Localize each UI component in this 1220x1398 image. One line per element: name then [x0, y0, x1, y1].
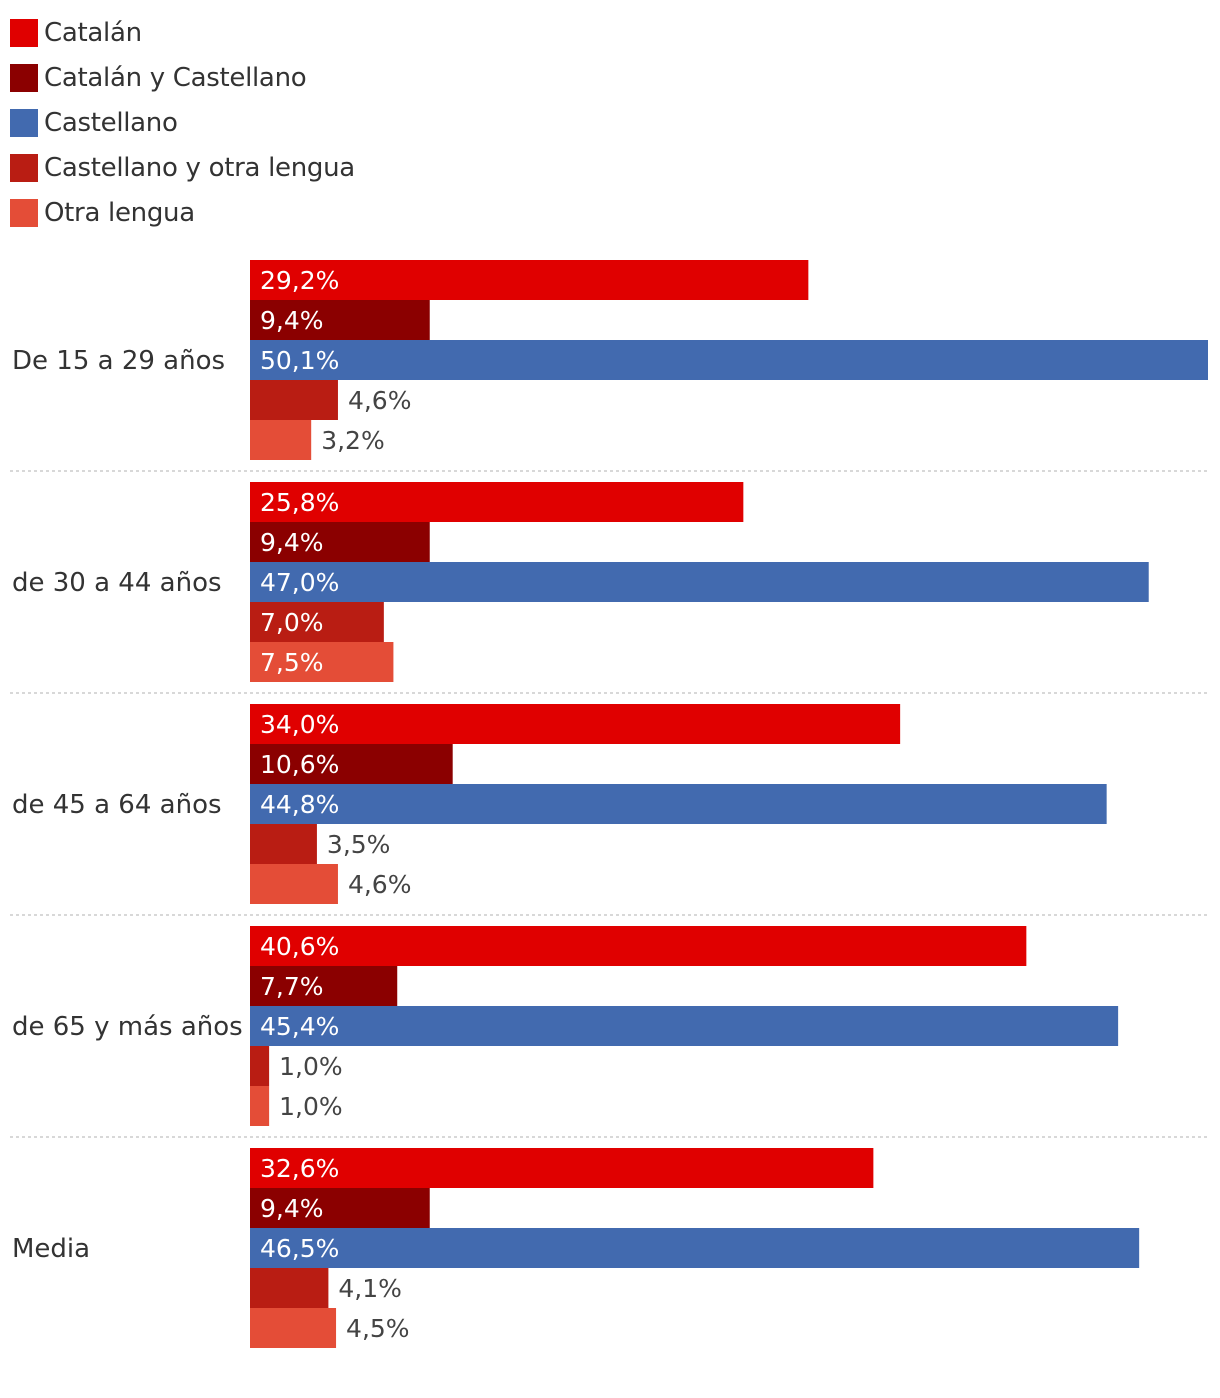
data-label: 7,5%	[260, 648, 324, 677]
bar-castellano-y-otra-lengua	[250, 1046, 270, 1086]
bar-otra-lengua	[250, 642, 394, 682]
data-label: 7,0%	[260, 608, 324, 637]
bar-catalan	[250, 926, 1027, 966]
bar-castellano	[250, 784, 1107, 824]
bar-castellano	[250, 1228, 1140, 1268]
legend-swatch	[10, 18, 38, 47]
bar-catalan-y-castellano	[250, 522, 430, 562]
legend-swatch	[10, 153, 38, 182]
legend: Catalán Catalán y Castellano Castellano Cas…	[10, 10, 355, 235]
data-label: 25,8%	[260, 488, 339, 517]
data-label: 7,7%	[260, 972, 324, 1001]
legend-item-castellano: Castellano	[10, 100, 355, 145]
bar-castellano-y-otra-lengua	[250, 1268, 329, 1308]
data-label: 45,4%	[260, 1012, 339, 1041]
bar-catalan-y-castellano	[250, 300, 430, 340]
bar-catalan-y-castellano	[250, 744, 453, 784]
data-label: 40,6%	[260, 932, 339, 961]
bar-castellano	[250, 562, 1149, 602]
bar-catalan	[250, 482, 744, 522]
data-label: 34,0%	[260, 710, 339, 739]
data-label: 9,4%	[260, 306, 324, 335]
bar-otra-lengua	[250, 1086, 270, 1126]
data-label: 4,6%	[348, 386, 412, 415]
data-label: 1,0%	[279, 1092, 343, 1121]
legend-swatch	[10, 108, 38, 137]
data-label: 4,1%	[338, 1274, 402, 1303]
legend-item-catalan-y-castellano: Catalán y Castellano	[10, 55, 355, 100]
legend-item-otra-lengua: Otra lengua	[10, 190, 355, 235]
bar-otra-lengua	[250, 420, 312, 460]
data-label: 46,5%	[260, 1234, 339, 1263]
bar-catalan-y-castellano	[250, 966, 398, 1006]
legend-label: Catalán y Castellano	[44, 62, 307, 93]
category-label: de 65 y más años	[12, 1012, 243, 1042]
bar-group-de-15-a-29-anos: De 15 a 29 años 29,2% 9,4% 50,1% 4,6% 3,2%	[10, 260, 1208, 472]
bar-otra-lengua	[250, 1308, 337, 1348]
data-label: 3,5%	[327, 830, 391, 859]
data-label: 9,4%	[260, 528, 324, 557]
legend-label: Otra lengua	[44, 197, 195, 228]
data-label: 44,8%	[260, 790, 339, 819]
category-label: de 45 a 64 años	[12, 790, 222, 820]
data-label: 32,6%	[260, 1154, 339, 1183]
bar-castellano	[250, 1006, 1119, 1046]
legend-item-castellano-y-otra-lengua: Castellano y otra lengua	[10, 145, 355, 190]
legend-item-catalan: Catalán	[10, 10, 355, 55]
data-label: 4,5%	[346, 1314, 410, 1343]
data-label: 10,6%	[260, 750, 339, 779]
bar-group-de-45-a-64-anos: de 45 a 64 años 34,0% 10,6% 44,8% 3,5% 4,6%	[10, 704, 1208, 916]
bar-catalan	[250, 704, 901, 744]
bar-group-de-65-y-mas-anos: de 65 y más años 40,6% 7,7% 45,4% 1,0% 1,0%	[10, 926, 1208, 1138]
data-label: 50,1%	[260, 346, 339, 375]
bar-catalan	[250, 260, 809, 300]
data-label: 1,0%	[279, 1052, 343, 1081]
data-label: 4,6%	[348, 870, 412, 899]
bar-catalan	[250, 1148, 874, 1188]
category-label: de 30 a 44 años	[12, 568, 222, 598]
bar-castellano	[250, 340, 1208, 380]
legend-swatch	[10, 63, 38, 92]
bar-group-de-30-a-44-anos: de 30 a 44 años 25,8% 9,4% 47,0% 7,0% 7,5%	[10, 482, 1208, 694]
bar-otra-lengua	[250, 864, 338, 904]
bar-castellano-y-otra-lengua	[250, 602, 384, 642]
data-label: 3,2%	[321, 426, 385, 455]
legend-label: Castellano y otra lengua	[44, 152, 355, 183]
bar-castellano-y-otra-lengua	[250, 380, 338, 420]
category-label: Media	[12, 1234, 90, 1264]
bar-group-media: Media 32,6% 9,4% 46,5% 4,1% 4,5%	[12, 1148, 1140, 1348]
legend-label: Catalán	[44, 17, 142, 48]
data-label: 29,2%	[260, 266, 339, 295]
bar-catalan-y-castellano	[250, 1188, 430, 1228]
legend-label: Castellano	[44, 107, 178, 138]
bar-castellano-y-otra-lengua	[250, 824, 317, 864]
data-label: 47,0%	[260, 568, 339, 597]
legend-swatch	[10, 198, 38, 227]
data-label: 9,4%	[260, 1194, 324, 1223]
category-label: De 15 a 29 años	[12, 346, 225, 376]
